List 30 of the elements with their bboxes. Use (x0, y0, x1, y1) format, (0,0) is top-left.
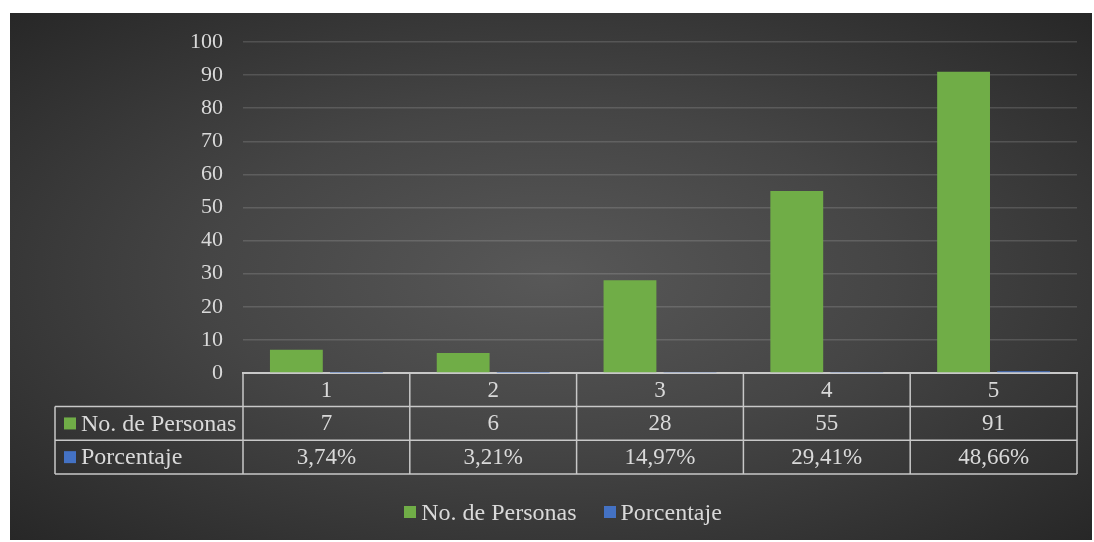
y-tick-label: 10 (201, 325, 223, 351)
text: Porcentaje (81, 443, 183, 470)
data-label: 3,21% (463, 444, 523, 470)
data-label: 14,97% (624, 444, 696, 470)
text: No. de Personas (421, 499, 577, 525)
data-label: 48,66% (958, 444, 1030, 470)
y-tick-label: 90 (201, 60, 223, 86)
data-label: 3,74% (296, 444, 357, 470)
y-tick-label: 70 (201, 127, 223, 153)
x-tick-label: 2 (487, 376, 499, 402)
x-tick-label: 3 (654, 376, 666, 402)
y-tick-label: 0 (212, 358, 223, 384)
y-tick-label: 100 (190, 27, 223, 53)
legend-label: No. de Personas (81, 409, 237, 436)
data-label: 7 (320, 410, 333, 436)
x-tick-label: 5 (987, 376, 1000, 402)
y-tick-label: 50 (201, 193, 223, 219)
data-label: 91 (982, 410, 1006, 436)
y-tick-label: 60 (201, 160, 223, 186)
y-tick-label: 20 (201, 292, 223, 318)
data-label: 55 (815, 410, 839, 436)
y-tick-label: 40 (201, 226, 223, 252)
x-tick-label: 1 (320, 376, 333, 402)
data-label: 6 (487, 410, 499, 436)
y-tick-label: 80 (201, 93, 223, 119)
y-tick-label: 30 (201, 259, 223, 285)
x-tick-label: 4 (821, 376, 834, 402)
legend-label: Porcentaje (620, 498, 722, 526)
data-label: 29,41% (791, 444, 863, 470)
data-label: 28 (648, 410, 672, 436)
